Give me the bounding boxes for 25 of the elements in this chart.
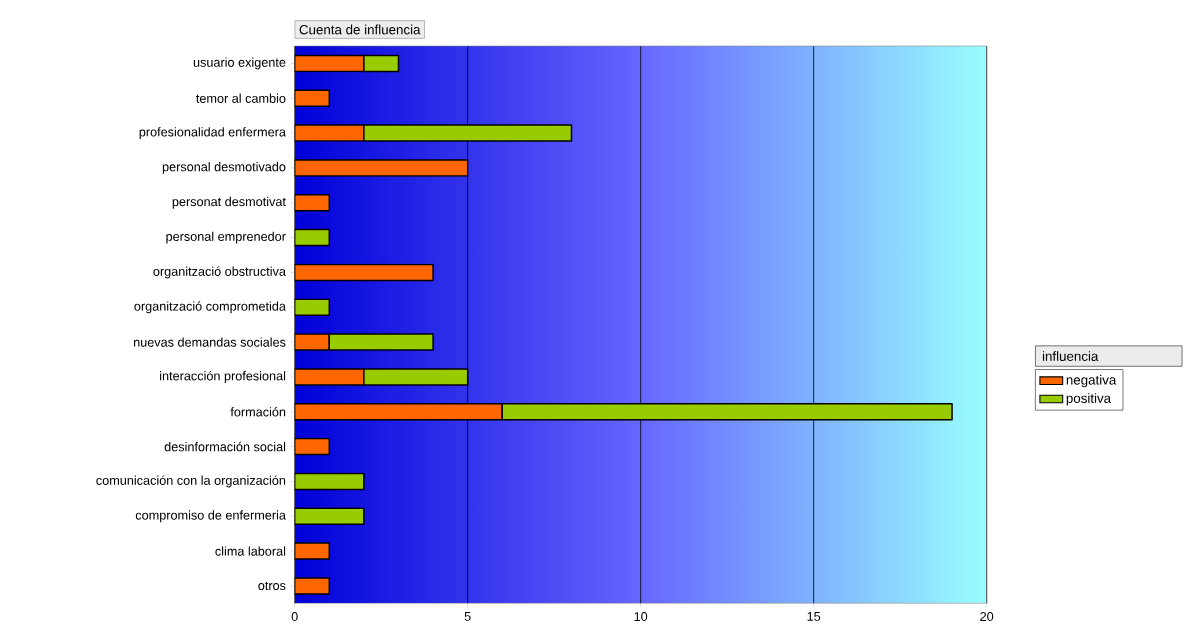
y-tick-label: comunicación con la organización [96, 475, 286, 488]
chart-title: Cuenta de influencia [299, 24, 421, 35]
y-tick-label: interacción profesional [160, 370, 286, 383]
x-tick-label: 15 [807, 611, 821, 621]
y-tick-label: usuario exigente [193, 57, 286, 70]
x-tick-label: 10 [634, 611, 648, 621]
y-tick-label: formación [230, 406, 286, 417]
x-tick-label: 20 [980, 611, 994, 621]
x-tick-label: 0 [291, 611, 298, 621]
y-tick-label: nuevas demandas sociales [134, 337, 286, 347]
y-tick-label: personal desmotivado [162, 161, 286, 174]
y-tick-label: personat desmotivat [172, 196, 286, 209]
x-tick-label: 5 [464, 611, 471, 621]
y-tick-label: profesionalidad enfermera [139, 127, 286, 139]
y-tick-label: organització obstructiva [153, 266, 286, 279]
legend-label: negativa [1066, 374, 1117, 388]
y-tick-label: organització comprometida [134, 301, 286, 314]
y-tick-label: clima laboral [215, 546, 286, 556]
y-tick-label: temor al cambio [196, 93, 286, 103]
legend-title: influencia [1042, 351, 1099, 361]
y-tick-label: otros [258, 581, 286, 590]
y-tick-label: compromiso de enfermeria [135, 510, 286, 522]
y-tick-label: personal emprenedor [166, 231, 286, 244]
legend-label: positiva [1066, 393, 1112, 406]
y-tick-label: desinformación social [164, 441, 286, 452]
